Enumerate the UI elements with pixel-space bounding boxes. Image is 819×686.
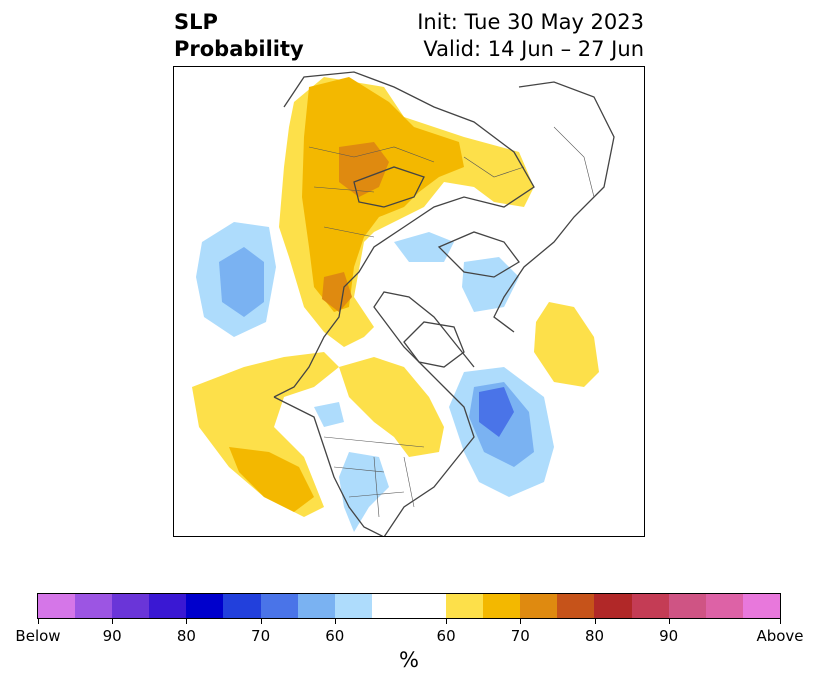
colorbar-tickmark	[520, 619, 522, 624]
map-panel	[173, 66, 645, 537]
colorbar-cell	[297, 594, 335, 618]
title-left: SLP Probability	[174, 9, 304, 63]
colorbar-tickmark	[446, 619, 448, 624]
colorbar-cell	[112, 594, 150, 618]
colorbar-cell	[186, 594, 224, 618]
map-svg	[192, 71, 615, 536]
colorbar-cell	[75, 594, 113, 618]
colorbar-tickmark	[260, 619, 262, 624]
colorbar	[37, 593, 781, 619]
colorbar-cell	[38, 594, 76, 618]
colorbar-cell	[149, 594, 187, 618]
colorbar-cell	[446, 594, 484, 618]
colorbar-tickmark	[112, 619, 114, 624]
init-date: Init: Tue 30 May 2023	[417, 10, 644, 34]
colorbar-cell	[705, 594, 743, 618]
title-variable: SLP	[174, 10, 218, 34]
borders	[308, 126, 595, 518]
alaska-above-65	[229, 447, 314, 512]
colorbar-tick-label: 60	[436, 627, 456, 645]
pacific-below-65	[219, 247, 264, 317]
barents-below-60	[462, 257, 519, 312]
atlantic-above-60	[534, 302, 599, 387]
colorbar-cell	[668, 594, 706, 618]
colorbar-tick-label: 90	[659, 627, 679, 645]
title-type: Probability	[174, 37, 304, 61]
colorbar-tick-label: 70	[251, 627, 271, 645]
colorbar-cell	[223, 594, 261, 618]
coastlines	[273, 71, 615, 536]
colorbar-tickmark	[38, 619, 39, 624]
colorbar-cell	[557, 594, 595, 618]
eurasia-above-65	[302, 77, 464, 312]
colorbar-tickmark	[668, 619, 670, 624]
colorbar-tickmark	[594, 619, 596, 624]
colorbar-tick-label: Below	[15, 627, 61, 645]
colorbar-cell	[334, 594, 372, 618]
caspian-above-70	[322, 272, 352, 312]
eurasia-above-70	[339, 142, 389, 197]
colorbar-tick-label: 90	[102, 627, 122, 645]
colorbar-unit: %	[399, 648, 419, 672]
colorbar-cell	[742, 594, 780, 618]
colorbar-tickmark	[186, 619, 188, 624]
plains-below-60	[314, 402, 344, 427]
greenland-below-60	[394, 232, 454, 262]
title-right: Init: Tue 30 May 2023 Valid: 14 Jun – 27…	[417, 9, 644, 63]
colorbar-cell	[371, 594, 447, 618]
colorbar-cell	[483, 594, 521, 618]
atlantic-below-70	[479, 387, 514, 437]
canada-above-60	[339, 357, 444, 457]
probability-shading	[192, 77, 599, 532]
colorbar-tick-label: 60	[325, 627, 345, 645]
valid-range: Valid: 14 Jun – 27 Jun	[423, 37, 644, 61]
colorbar-tick-label: Above	[756, 627, 804, 645]
colorbar-tickmark	[780, 619, 781, 624]
colorbar-cell	[631, 594, 669, 618]
colorbar-tick-label: 80	[176, 627, 196, 645]
colorbar-tickmark	[334, 619, 336, 624]
colorbar-cell	[520, 594, 558, 618]
colorbar-cell	[260, 594, 298, 618]
colorbar-tick-label: 80	[584, 627, 605, 645]
colorbar-tick-label: 70	[510, 627, 530, 645]
colorbar-cell	[594, 594, 632, 618]
us-below-60	[339, 452, 389, 532]
